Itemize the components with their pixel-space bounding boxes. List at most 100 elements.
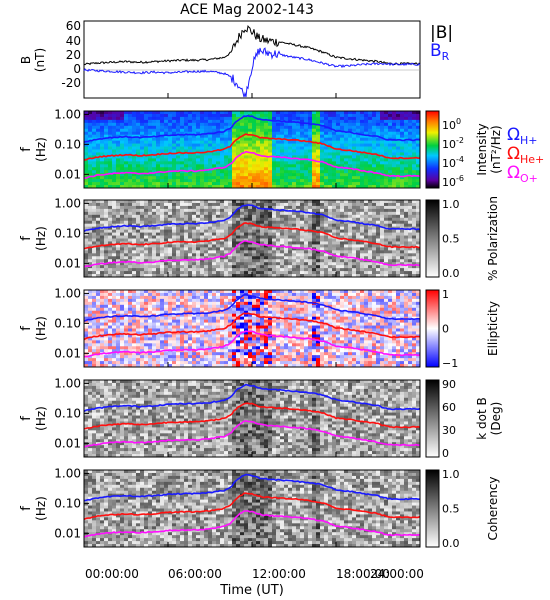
spectrogram-cell: [104, 355, 109, 359]
spectrogram-cell: [400, 220, 405, 225]
spectrogram-cell: [232, 111, 237, 115]
spectrogram-cell: [260, 208, 265, 213]
spectrogram-cell: [316, 185, 321, 189]
spectrogram-cell: [100, 250, 105, 254]
spectrogram-cell: [372, 200, 377, 204]
spectrogram-cell: [112, 319, 117, 323]
spectrogram-cell: [96, 152, 101, 156]
spectrogram-cell: [220, 161, 225, 165]
spectrogram-cell: [360, 182, 365, 186]
spectrogram-cell: [328, 113, 333, 118]
spectrogram-cell: [128, 161, 133, 165]
spectrogram-cell: [144, 205, 149, 210]
spectrogram-cell: [336, 208, 341, 213]
spectrogram-cell: [104, 334, 109, 338]
spectrogram-cell: [388, 155, 393, 159]
spectrogram-cell: [116, 292, 121, 297]
spectrogram-cell: [144, 229, 149, 233]
spectrogram-cell: [352, 155, 357, 159]
spectrogram-cell: [368, 128, 373, 133]
spectrogram-cell: [288, 111, 293, 115]
spectrogram-cell: [372, 253, 377, 257]
spectrogram-cell: [116, 322, 121, 326]
spectrogram-cell: [156, 113, 161, 118]
spectrogram-cell: [412, 167, 417, 171]
spectrogram-cell: [376, 125, 381, 130]
spectrogram-cell: [316, 220, 321, 225]
spectrogram-cell: [252, 262, 257, 266]
spectrogram-cell: [320, 116, 325, 121]
spectrogram-cell: [240, 113, 245, 118]
spectrogram-cell: [204, 250, 209, 254]
spectrogram-cell: [364, 259, 369, 263]
spectrogram-cell: [352, 262, 357, 266]
spectrogram-cell: [372, 111, 377, 115]
spectrogram-cell: [148, 298, 153, 303]
spectrogram-cell: [376, 149, 381, 153]
spectrogram-cell: [240, 220, 245, 225]
spectrogram-cell: [256, 241, 261, 245]
spectrogram-cell: [268, 271, 273, 275]
spectrogram-cell: [264, 119, 269, 124]
spectrogram-cell: [320, 238, 325, 242]
spectrogram-cell: [116, 226, 121, 231]
spectrogram-cell: [328, 241, 333, 245]
spectrogram-cell: [180, 122, 185, 127]
spectrogram-cell: [184, 122, 189, 127]
spectrogram-cell: [236, 208, 241, 213]
spectrogram-cell: [128, 214, 133, 219]
spectrogram-cell: [100, 131, 105, 136]
spectrogram-cell: [176, 200, 181, 204]
spectrogram-cell: [88, 125, 93, 130]
spectrogram-cell: [220, 134, 225, 139]
spectrogram-cell: [340, 256, 345, 260]
spectrogram-cell: [84, 119, 89, 124]
spectrogram-cell: [88, 176, 93, 180]
spectrogram-cell: [128, 361, 133, 365]
spectrogram-cell: [232, 238, 237, 242]
spectrogram-cell: [136, 316, 141, 321]
spectrogram-cell: [356, 113, 361, 118]
spectrogram-cell: [144, 268, 149, 272]
spectrogram-cell: [144, 307, 149, 312]
spectrogram-cell: [396, 185, 401, 189]
spectrogram-cell: [188, 137, 193, 142]
spectrogram-cell: [152, 226, 157, 231]
spectrogram-cell: [156, 322, 161, 326]
spectrogram-cell: [184, 217, 189, 222]
spectrogram-cell: [216, 116, 221, 121]
spectrogram-cell: [304, 143, 309, 147]
spectrogram-cell: [128, 340, 133, 344]
spectrogram-cell: [300, 271, 305, 275]
spectrogram-cell: [360, 152, 365, 156]
spectrogram-cell: [400, 125, 405, 130]
spectrogram-cell: [176, 143, 181, 147]
spectrogram-cell: [132, 337, 137, 341]
spectrogram-cell: [88, 122, 93, 127]
spectrogram-cell: [308, 143, 313, 147]
spectrogram-cell: [376, 137, 381, 142]
spectrogram-cell: [180, 274, 185, 278]
spectrogram-cell: [264, 143, 269, 147]
spectrogram-cell: [272, 229, 277, 233]
spectrogram-cell: [260, 247, 265, 251]
spectrogram-cell: [300, 262, 305, 266]
spectrogram-cell: [152, 337, 157, 341]
spectrogram-cell: [112, 262, 117, 266]
spectrogram-cell: [372, 146, 377, 150]
spectrogram-cell: [380, 211, 385, 216]
spectrogram-cell: [176, 155, 181, 159]
spectrogram-cell: [292, 125, 297, 130]
spectrogram-cell: [108, 128, 113, 133]
spectrogram-cell: [400, 214, 405, 219]
spectrogram-cell: [256, 244, 261, 248]
spectrogram-cell: [400, 167, 405, 171]
spectrogram-cell: [152, 250, 157, 254]
spectrogram-cell: [208, 214, 213, 219]
spectrogram-cell: [188, 250, 193, 254]
spectrogram-cell: [84, 211, 89, 216]
spectrogram-cell: [352, 223, 357, 228]
spectrogram-cell: [112, 125, 117, 130]
spectrogram-cell: [276, 122, 281, 127]
spectrogram-cell: [252, 238, 257, 242]
